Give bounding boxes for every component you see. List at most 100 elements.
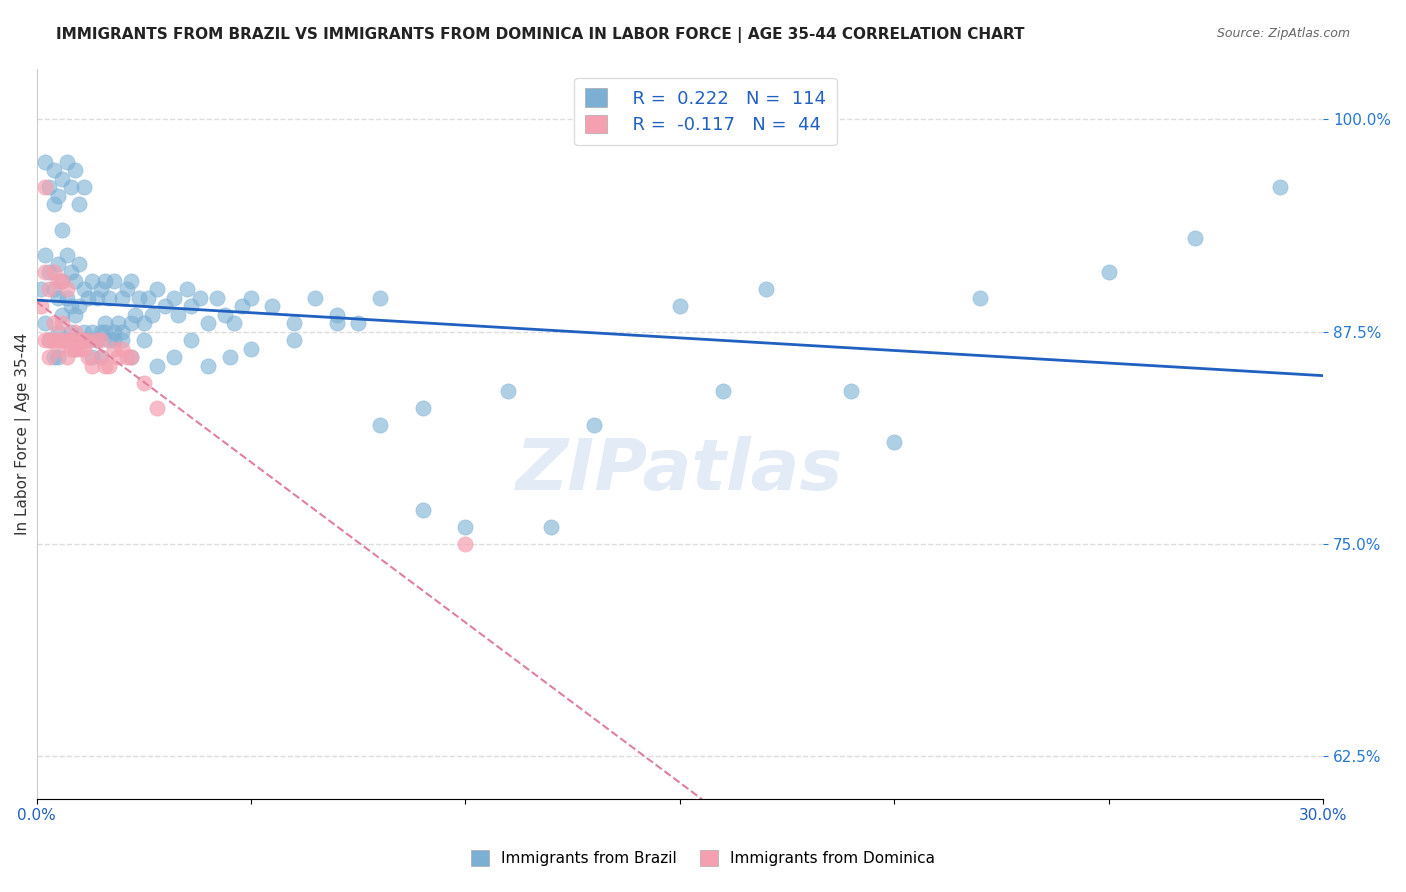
Point — [176, 282, 198, 296]
Point — [51, 274, 73, 288]
Point — [42, 282, 65, 296]
Point — [73, 333, 96, 347]
Point — [141, 308, 163, 322]
Point — [214, 308, 236, 322]
Point — [145, 401, 167, 416]
Point — [46, 189, 69, 203]
Point — [262, 299, 284, 313]
Point — [231, 299, 253, 313]
Point — [197, 359, 219, 373]
Y-axis label: In Labor Force | Age 35-44: In Labor Force | Age 35-44 — [15, 333, 31, 535]
Point — [86, 291, 108, 305]
Point — [34, 248, 56, 262]
Point — [205, 291, 228, 305]
Point — [38, 333, 60, 347]
Point — [55, 291, 77, 305]
Point — [77, 333, 100, 347]
Point — [145, 359, 167, 373]
Point — [155, 299, 177, 313]
Point — [69, 333, 91, 347]
Point — [63, 163, 86, 178]
Point — [59, 299, 82, 313]
Point — [42, 163, 65, 178]
Point — [82, 350, 104, 364]
Point — [180, 299, 202, 313]
Point — [30, 299, 52, 313]
Point — [86, 333, 108, 347]
Point — [163, 350, 186, 364]
Point — [111, 291, 134, 305]
Point — [669, 299, 692, 313]
Point — [90, 350, 112, 364]
Point — [73, 180, 96, 194]
Point — [111, 342, 134, 356]
Point — [77, 333, 100, 347]
Text: IMMIGRANTS FROM BRAZIL VS IMMIGRANTS FROM DOMINICA IN LABOR FORCE | AGE 35-44 CO: IMMIGRANTS FROM BRAZIL VS IMMIGRANTS FRO… — [56, 27, 1025, 43]
Point — [163, 291, 186, 305]
Point — [90, 333, 112, 347]
Point — [94, 325, 117, 339]
Point — [38, 265, 60, 279]
Point — [63, 274, 86, 288]
Point — [69, 197, 91, 211]
Point — [120, 316, 142, 330]
Point — [46, 333, 69, 347]
Point — [883, 435, 905, 450]
Point — [188, 291, 211, 305]
Point — [132, 316, 155, 330]
Point — [86, 333, 108, 347]
Point — [120, 350, 142, 364]
Point — [55, 282, 77, 296]
Point — [454, 537, 477, 551]
Point — [103, 342, 125, 356]
Point — [34, 155, 56, 169]
Point — [77, 350, 100, 364]
Point — [368, 291, 391, 305]
Point — [111, 325, 134, 339]
Point — [59, 265, 82, 279]
Point — [304, 291, 326, 305]
Point — [583, 418, 606, 433]
Point — [132, 376, 155, 390]
Point — [218, 350, 240, 364]
Point — [46, 291, 69, 305]
Point — [1184, 231, 1206, 245]
Point — [90, 282, 112, 296]
Point — [46, 350, 69, 364]
Point — [454, 520, 477, 534]
Point — [103, 333, 125, 347]
Point — [51, 316, 73, 330]
Point — [46, 274, 69, 288]
Point — [94, 316, 117, 330]
Point — [969, 291, 991, 305]
Point — [38, 350, 60, 364]
Point — [34, 265, 56, 279]
Point — [107, 350, 129, 364]
Point — [51, 223, 73, 237]
Point — [240, 291, 263, 305]
Point — [55, 155, 77, 169]
Point — [412, 401, 434, 416]
Point — [51, 172, 73, 186]
Point — [180, 333, 202, 347]
Point — [38, 333, 60, 347]
Point — [98, 333, 121, 347]
Point — [145, 282, 167, 296]
Point — [63, 342, 86, 356]
Point — [86, 333, 108, 347]
Point — [51, 333, 73, 347]
Point — [42, 350, 65, 364]
Point — [94, 359, 117, 373]
Point — [115, 350, 138, 364]
Point — [711, 384, 734, 399]
Point — [59, 180, 82, 194]
Point — [59, 342, 82, 356]
Point — [82, 325, 104, 339]
Point — [347, 316, 370, 330]
Point — [412, 503, 434, 517]
Point — [73, 282, 96, 296]
Point — [34, 316, 56, 330]
Point — [59, 333, 82, 347]
Point — [107, 316, 129, 330]
Point — [55, 248, 77, 262]
